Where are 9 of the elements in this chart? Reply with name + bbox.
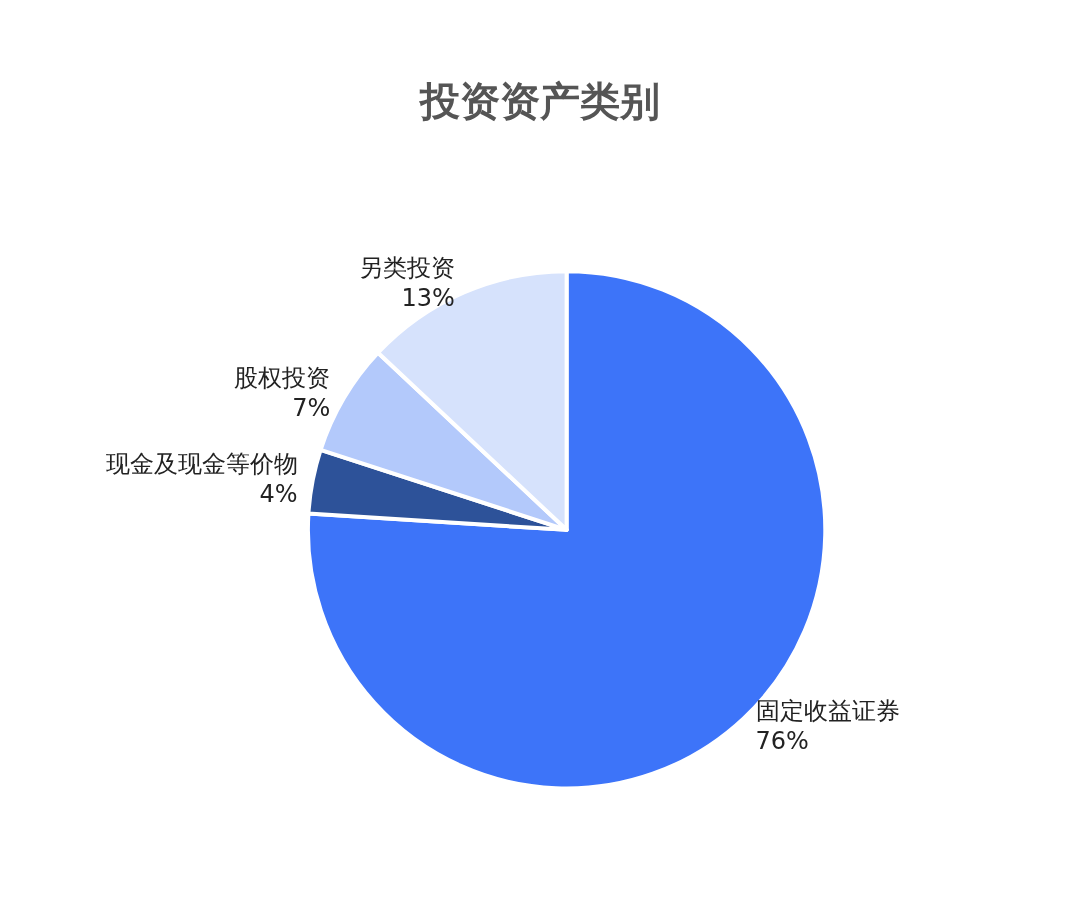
data-label: 7%: [292, 394, 331, 423]
slice-label: 固定收益证券: [755, 696, 900, 725]
data-label: 13%: [401, 284, 455, 313]
slice-label: 另类投资: [358, 254, 455, 283]
slice-label: 股权投资: [234, 364, 331, 393]
data-label: 4%: [259, 480, 298, 509]
data-label: 76%: [755, 726, 809, 755]
slice-label: 现金及现金等价物: [105, 450, 298, 479]
chart-title: 投资资产类别: [418, 78, 660, 124]
